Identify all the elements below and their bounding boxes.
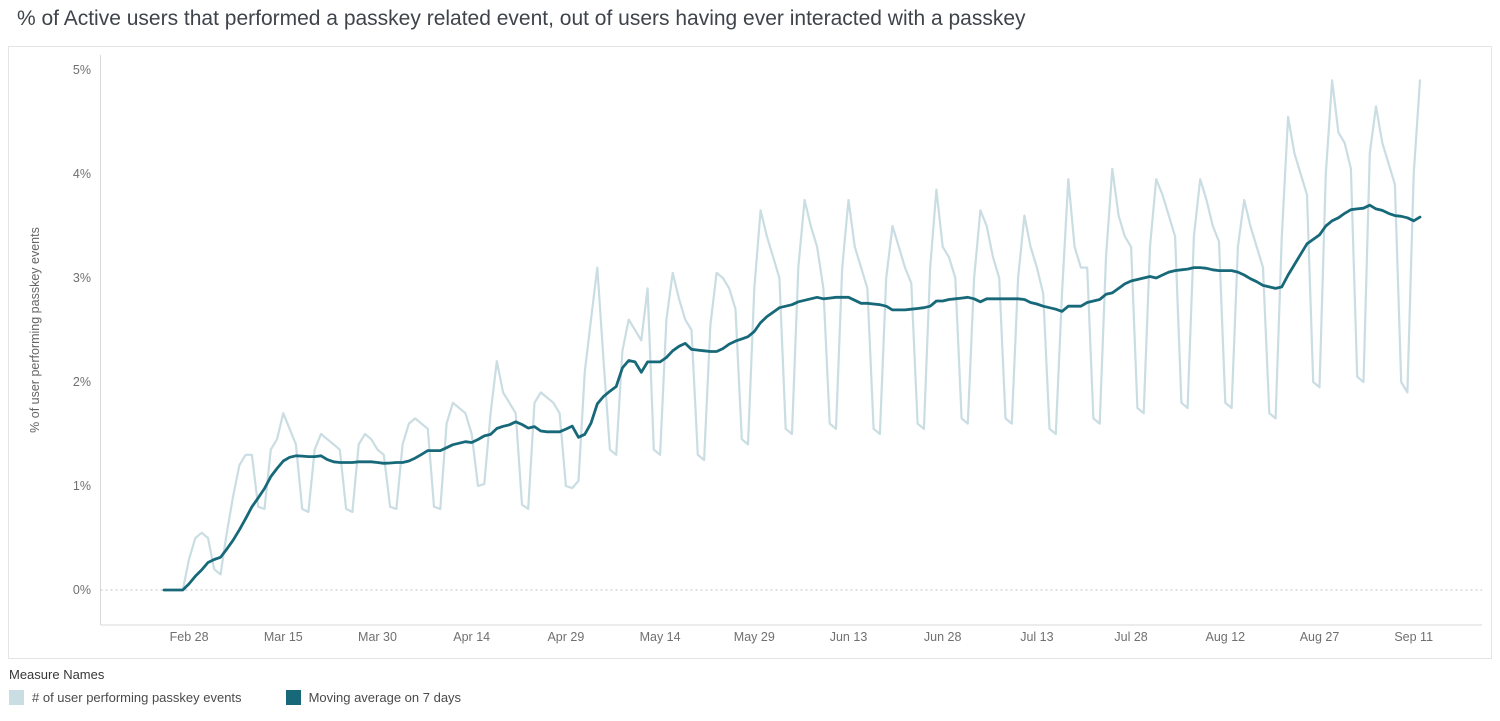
daily-series-swatch-icon bbox=[9, 690, 24, 705]
legend-item-daily-series[interactable]: # of user performing passkey events bbox=[9, 690, 242, 705]
y-tick-label: 4% bbox=[73, 167, 91, 181]
legend-item-label: Moving average on 7 days bbox=[308, 690, 462, 705]
x-tick-label: Jul 13 bbox=[1020, 630, 1053, 644]
legend: Measure Names # of user performing passk… bbox=[9, 667, 461, 705]
legend-item-moving-average[interactable]: Moving average on 7 days bbox=[285, 690, 462, 705]
y-tick-label: 5% bbox=[73, 63, 91, 77]
x-tick-label: Jul 28 bbox=[1114, 630, 1147, 644]
x-tick-label: Feb 28 bbox=[170, 630, 209, 644]
moving-average-line[interactable] bbox=[162, 203, 1422, 592]
moving-average-swatch-icon bbox=[285, 690, 301, 705]
x-tick-label: Jun 28 bbox=[924, 630, 962, 644]
y-tick-label: 1% bbox=[73, 479, 91, 493]
x-tick-label: Aug 12 bbox=[1205, 630, 1245, 644]
x-tick-label: Apr 14 bbox=[453, 630, 490, 644]
x-tick-label: Sep 11 bbox=[1394, 630, 1433, 644]
y-tick-label: 2% bbox=[73, 375, 91, 389]
chart-title: % of Active users that performed a passk… bbox=[17, 7, 1026, 30]
x-tick-label: Aug 27 bbox=[1300, 630, 1340, 644]
y-tick-label: 3% bbox=[73, 271, 91, 285]
legend-title: Measure Names bbox=[9, 667, 105, 682]
x-tick-label: Jun 13 bbox=[830, 630, 868, 644]
x-tick-label: Mar 15 bbox=[264, 630, 303, 644]
daily-series-line[interactable] bbox=[162, 79, 1422, 592]
legend-item-label: # of user performing passkey events bbox=[32, 690, 242, 705]
y-tick-label: 0% bbox=[73, 583, 91, 597]
x-tick-label: Mar 30 bbox=[358, 630, 397, 644]
x-tick-label: May 29 bbox=[734, 630, 775, 644]
y-axis-title: % of user performing passkey events bbox=[28, 227, 42, 433]
x-tick-label: May 14 bbox=[640, 630, 681, 644]
line-chart[interactable]: 0% 1% 2% 3% 4% 5% Feb 28 Mar 15 Mar 30 Apr 14 Apr … bbox=[9, 47, 1491, 658]
x-tick-label: Apr 29 bbox=[547, 630, 584, 644]
chart-frame: 0% 1% 2% 3% 4% 5% Feb 28 Mar 15 Mar 30 Apr 14 Apr … bbox=[8, 46, 1492, 659]
